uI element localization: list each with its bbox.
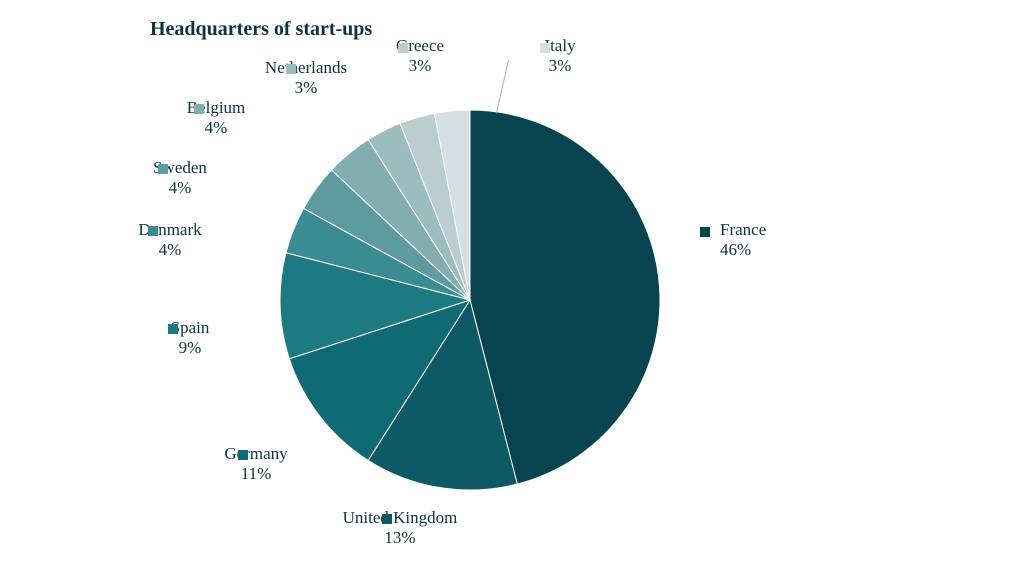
label-value: 11%: [224, 464, 287, 484]
swatch-italy: [540, 43, 550, 53]
label-name: Netherlands: [265, 58, 347, 78]
swatch-united-kingdom: [382, 514, 392, 524]
label-netherlands: Netherlands3%: [265, 58, 347, 97]
swatch-belgium: [194, 104, 204, 114]
chart-title: Headquarters of start-ups: [150, 18, 372, 41]
pie-plot: [280, 110, 660, 495]
swatch-sweden: [158, 164, 168, 174]
label-value: 3%: [544, 56, 575, 76]
swatch-france: [700, 227, 710, 237]
swatch-netherlands: [286, 64, 296, 74]
label-value: 4%: [187, 118, 246, 138]
label-name: France: [720, 220, 766, 240]
label-value: 46%: [720, 240, 766, 260]
label-name: United Kingdom: [343, 508, 458, 528]
label-value: 13%: [343, 528, 458, 548]
label-name: Germany: [224, 444, 287, 464]
label-greece: Greece3%: [396, 36, 444, 75]
pie-svg: [280, 110, 660, 490]
swatch-spain: [168, 324, 178, 334]
label-value: 3%: [265, 78, 347, 98]
swatch-greece: [398, 43, 408, 53]
label-united-kingdom: United Kingdom13%: [343, 508, 458, 547]
swatch-germany: [238, 450, 248, 460]
label-value: 9%: [171, 338, 210, 358]
label-france: France46%: [720, 220, 766, 259]
label-germany: Germany11%: [224, 444, 287, 483]
label-value: 3%: [396, 56, 444, 76]
swatch-denmark: [148, 226, 158, 236]
label-italy: Italy3%: [544, 36, 575, 75]
label-value: 4%: [138, 240, 201, 260]
leader-italy: [496, 60, 509, 113]
pie-chart: Headquarters of start-ups France46% Unite…: [0, 0, 1028, 566]
label-value: 4%: [153, 178, 207, 198]
